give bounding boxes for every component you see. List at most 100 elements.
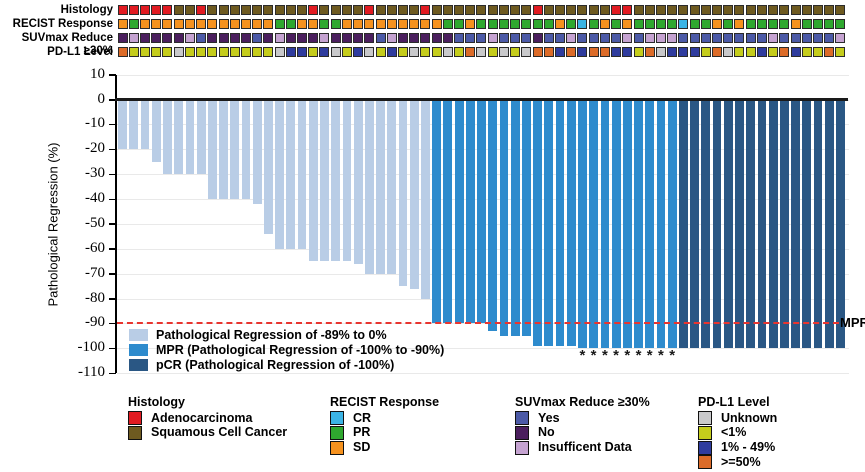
annotation-square: [532, 19, 543, 29]
annotation-square: [128, 5, 139, 15]
annotation-square: [375, 19, 386, 29]
legend-swatch: [128, 411, 142, 425]
annotation-square: [655, 47, 666, 57]
annotation-square: [599, 47, 610, 57]
annotation-square: [184, 33, 195, 43]
annotation-square: [555, 47, 565, 57]
waterfall-bar: [196, 100, 206, 175]
waterfall-bar: [174, 100, 184, 175]
annotation-square: [431, 5, 442, 15]
waterfall-bar: [353, 100, 363, 264]
annotation-square: [487, 47, 498, 57]
waterfall-bar: [308, 100, 318, 262]
waterfall-bar: [566, 100, 576, 346]
annotation-square: [263, 33, 274, 43]
annotation-square: [330, 47, 341, 57]
annotation-square: [644, 19, 655, 29]
annotation-square: [397, 19, 408, 29]
waterfall-bar: [230, 100, 240, 199]
annotation-square: [521, 47, 532, 57]
annotation-square: [599, 5, 610, 15]
waterfall-bar: [735, 100, 744, 349]
y-axis-tick: [109, 322, 116, 325]
annotation-square: [756, 19, 767, 29]
waterfall-bar: [409, 100, 419, 289]
annotation-square: [397, 47, 408, 57]
annotation-square: [734, 33, 745, 43]
annotation-square: [588, 19, 599, 29]
annotation-square: [712, 47, 722, 57]
annotation-square: [431, 33, 442, 43]
waterfall-bar: [622, 100, 632, 349]
annotation-square: [801, 47, 812, 57]
annotation-square: [532, 33, 543, 43]
annotation-square: [543, 5, 554, 15]
annotation-square: [218, 33, 229, 43]
y-axis-tick: [109, 99, 116, 101]
waterfall-bar: [252, 100, 262, 204]
legend-swatch: [698, 411, 712, 425]
y-axis-tick-label: -80: [85, 289, 105, 306]
annotation-square: [173, 47, 184, 57]
annotation-square: [633, 47, 644, 57]
waterfall-bar: [634, 100, 643, 349]
annotation-square: [689, 5, 700, 15]
annotation-square: [196, 19, 207, 29]
waterfall-bar: [836, 100, 845, 349]
annotation-square: [812, 5, 823, 15]
legend-item-label: CR: [353, 410, 372, 425]
annotation-square: [341, 5, 352, 15]
annotation-square: [140, 19, 151, 29]
annotation-square: [285, 33, 296, 43]
waterfall-bar: [129, 100, 139, 150]
annotation-square: [341, 33, 352, 43]
annotation-square: [207, 33, 218, 43]
annotation-square: [678, 19, 689, 29]
legend-item-label: Squamous Cell Cancer: [151, 425, 288, 440]
y-axis-line: [115, 74, 117, 373]
annotation-square: [510, 33, 521, 43]
annotation-square: [812, 33, 823, 43]
annotation-square: [218, 19, 229, 29]
waterfall-bar: [555, 100, 565, 346]
annotation-square: [240, 19, 251, 29]
waterfall-bar: [589, 100, 599, 349]
annotation-square: [768, 5, 779, 15]
annotation-square: [386, 5, 397, 15]
annotation-square: [824, 5, 835, 15]
y-axis-tick-label: -110: [78, 364, 105, 381]
annotation-square: [173, 5, 184, 15]
annotation-square: [162, 47, 173, 57]
waterfall-bar: [488, 100, 498, 331]
annotation-square: [700, 47, 711, 57]
annotation-square: [207, 5, 218, 15]
significance-asterisk: *: [646, 347, 653, 364]
annotation-square: [252, 19, 263, 29]
annotation-square: [397, 5, 408, 15]
annotation-square: [588, 47, 599, 57]
annotation-square: [207, 19, 218, 29]
annotation-square: [353, 5, 364, 15]
legend-item-label: PR: [353, 425, 371, 440]
annotation-square: [173, 33, 184, 43]
annotation-square: [252, 5, 263, 15]
annotation-square: [723, 47, 734, 57]
annotation-square: [644, 33, 655, 43]
significance-asterisk: *: [590, 347, 597, 364]
annotation-square: [667, 5, 678, 15]
annotation-square: [498, 33, 509, 43]
annotation-square: [655, 5, 666, 15]
annotation-square: [151, 5, 162, 15]
annotation-square: [442, 47, 453, 57]
y-axis-tick-label: -100: [77, 339, 106, 356]
annotation-square: [588, 33, 599, 43]
annotation-square: [801, 33, 812, 43]
annotation-square: [465, 5, 476, 15]
waterfall-bar: [264, 100, 273, 234]
annotation-square: [476, 47, 487, 57]
annotation-square: [521, 5, 532, 15]
legend-group-title: PD-L1 Level: [698, 395, 770, 409]
annotation-square: [801, 5, 812, 15]
waterfall-bar: [286, 100, 296, 249]
annotation-square: [566, 5, 577, 15]
